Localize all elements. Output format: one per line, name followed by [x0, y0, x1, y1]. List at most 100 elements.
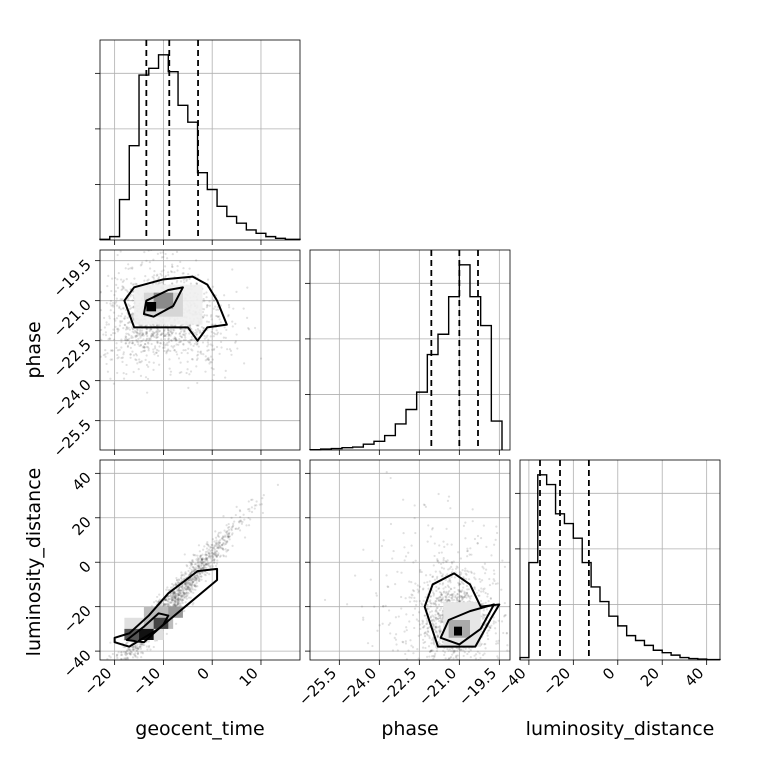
scatter-point: [155, 599, 158, 603]
scatter-point: [183, 281, 186, 284]
scatter-point: [139, 647, 142, 650]
scatter-point: [428, 600, 431, 603]
scatter-point: [484, 591, 487, 595]
scatter-point: [181, 585, 184, 588]
scatter-point: [200, 562, 203, 565]
scatter-point: [126, 652, 129, 655]
scatter-point: [447, 568, 450, 571]
scatter-point: [437, 587, 441, 590]
scatter-point: [211, 543, 214, 547]
scatter-point: [174, 604, 177, 607]
scatter-point: [126, 657, 130, 660]
scatter-point: [173, 604, 176, 607]
scatter-point: [405, 626, 408, 629]
scatter-point: [485, 568, 488, 571]
scatter-point: [195, 340, 198, 344]
scatter-point: [118, 682, 120, 684]
scatter-point: [464, 595, 467, 598]
scatter-point: [146, 279, 149, 282]
scatter-point: [434, 622, 438, 625]
scatter-point: [201, 553, 204, 556]
scatter-point: [512, 651, 514, 653]
tick-label-y: −22.5: [50, 336, 95, 381]
scatter-point: [137, 340, 140, 344]
scatter-point: [191, 582, 194, 586]
scatter-point: [198, 577, 201, 581]
scatter-point: [481, 617, 484, 620]
scatter-point: [198, 579, 201, 583]
scatter-point: [450, 543, 453, 546]
scatter-point: [221, 537, 224, 540]
scatter-point: [471, 722, 473, 724]
scatter-point: [214, 553, 217, 557]
scatter-point: [171, 582, 174, 586]
scatter-point: [172, 337, 175, 341]
scatter-point: [503, 601, 506, 605]
scatter-point: [204, 563, 207, 566]
scatter-point: [152, 324, 155, 327]
scatter-point: [176, 602, 179, 606]
scatter-point: [117, 328, 120, 331]
scatter-point: [516, 551, 518, 553]
scatter-point: [417, 669, 419, 671]
scatter-point: [162, 603, 165, 606]
scatter-point: [141, 651, 144, 654]
scatter-point: [139, 361, 142, 364]
scatter-point: [124, 657, 127, 660]
scatter-point: [478, 577, 481, 581]
scatter-point: [166, 603, 169, 606]
scatter-point: [481, 613, 484, 616]
scatter-point: [218, 541, 222, 544]
scatter-point: [542, 673, 544, 675]
scatter-point: [185, 585, 188, 588]
scatter-point: [385, 574, 388, 577]
scatter-point: [126, 648, 129, 652]
scatter-point: [214, 541, 218, 544]
scatter-point: [132, 354, 136, 357]
scatter-point: [150, 335, 153, 339]
scatter-point: [496, 642, 500, 645]
scatter-point: [404, 597, 407, 600]
scatter-point: [223, 534, 227, 537]
scatter-point: [457, 588, 460, 592]
scatter-point: [136, 332, 139, 335]
scatter-point: [117, 665, 119, 667]
scatter-point: [190, 577, 193, 580]
scatter-point: [516, 648, 518, 650]
scatter-point: [215, 550, 219, 553]
scatter-point: [154, 242, 156, 244]
scatter-point: [196, 343, 199, 346]
scatter-point: [501, 709, 503, 711]
scatter-point: [186, 586, 190, 589]
scatter-point: [193, 579, 196, 582]
scatter-point: [215, 345, 219, 349]
scatter-point: [195, 259, 198, 262]
scatter-point: [191, 586, 194, 589]
scatter-point: [179, 340, 183, 343]
scatter-point: [190, 562, 194, 566]
scatter-point: [173, 348, 176, 352]
scatter-point: [152, 276, 155, 280]
scatter-point: [465, 577, 468, 581]
tick-label-x: −25.5: [295, 664, 340, 709]
scatter-point: [457, 551, 460, 554]
scatter-point: [147, 646, 150, 649]
scatter-point: [174, 595, 177, 598]
scatter-point: [135, 340, 139, 343]
scatter-point: [211, 358, 214, 361]
scatter-point: [438, 630, 442, 634]
scatter-point: [116, 353, 119, 357]
scatter-point: [158, 598, 162, 601]
scatter-point: [100, 290, 102, 293]
scatter-point: [486, 631, 489, 635]
scatter-point: [432, 591, 435, 594]
xlabel-phase: phase: [381, 718, 438, 740]
scatter-point: [495, 525, 498, 528]
scatter-point: [457, 647, 460, 650]
scatter-point: [162, 329, 166, 332]
scatter-point: [456, 593, 459, 596]
scatter-point: [94, 364, 96, 366]
scatter-point: [440, 593, 443, 596]
scatter-point: [506, 644, 509, 647]
scatter-point: [173, 329, 176, 332]
